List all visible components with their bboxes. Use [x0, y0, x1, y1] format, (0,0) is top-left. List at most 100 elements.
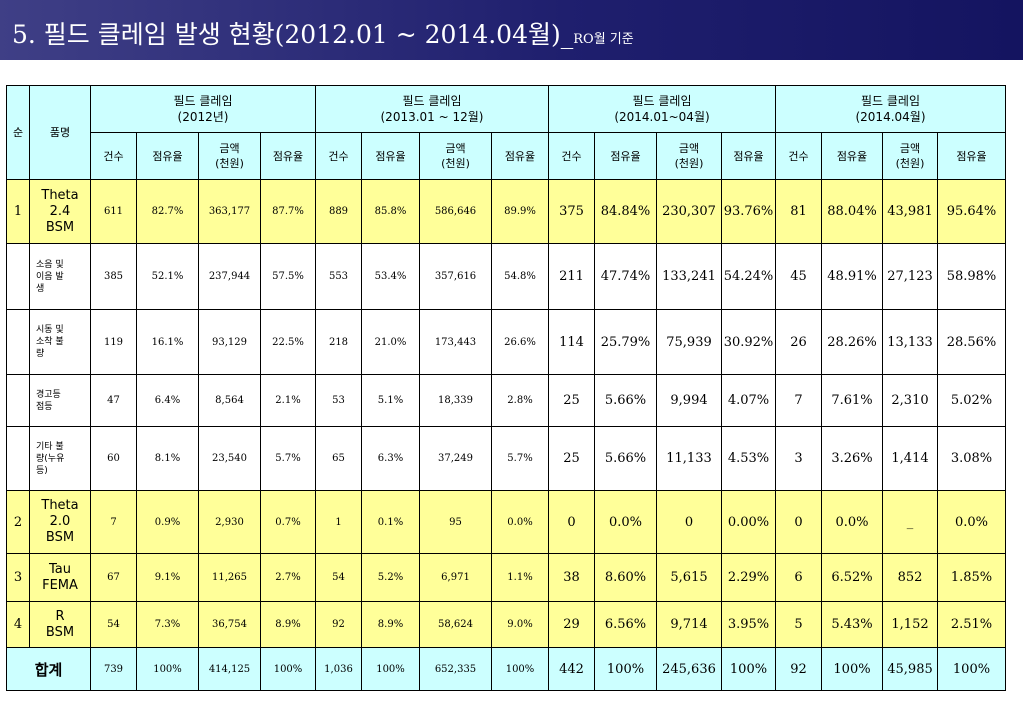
- total-count: 739: [90, 647, 137, 691]
- header-no: 순: [6, 85, 30, 180]
- total-amount: 414,125: [198, 647, 261, 691]
- claim-table: 순 품명 필드 클레임 (2012년) 필드 클레임 (2013.01 ~ 12월)…: [6, 85, 1006, 691]
- cell-amount-share: 87.7%: [260, 179, 316, 244]
- total-share: 100%: [136, 647, 199, 691]
- total-amount-share: 100%: [491, 647, 549, 691]
- subheader-share: 점유율: [594, 132, 657, 180]
- cell-share: 88.04%: [821, 179, 883, 244]
- cell-amount: 8,564: [198, 374, 261, 427]
- total-amount-share: 100%: [260, 647, 316, 691]
- cell-amount-share: 57.5%: [260, 243, 316, 310]
- cell-share: 8.1%: [136, 426, 199, 491]
- total-share: 100%: [594, 647, 657, 691]
- cell-count: 81: [775, 179, 822, 244]
- cell-amount: 43,981: [882, 179, 938, 244]
- header-product: 품명: [29, 85, 91, 180]
- subheader-amount: 금액 (천원): [419, 132, 492, 180]
- row-number: [6, 309, 30, 375]
- cell-count: 5: [775, 601, 822, 648]
- cell-share: 7.3%: [136, 601, 199, 648]
- total-share: 100%: [821, 647, 883, 691]
- cell-amount: 9,994: [656, 374, 722, 427]
- cell-amount: 363,177: [198, 179, 261, 244]
- cell-share: 21.0%: [361, 309, 420, 375]
- cell-amount-share: 8.9%: [260, 601, 316, 648]
- page-subtitle: RO월 기준: [573, 32, 634, 47]
- cell-amount-share: 0.0%: [937, 490, 1006, 554]
- cell-amount: 36,754: [198, 601, 261, 648]
- cell-amount: 2,310: [882, 374, 938, 427]
- cell-share: 9.1%: [136, 553, 199, 602]
- cell-share: 8.60%: [594, 553, 657, 602]
- cell-amount: 237,944: [198, 243, 261, 310]
- cell-amount: 1,152: [882, 601, 938, 648]
- product-name: R BSM: [29, 601, 91, 648]
- cell-amount-share: 3.08%: [937, 426, 1006, 491]
- cell-count: 114: [548, 309, 595, 375]
- subheader-share: 점유율: [937, 132, 1006, 180]
- row-number: 3: [6, 553, 30, 602]
- defect-category: 경고등 점등: [29, 374, 91, 427]
- cell-count: 25: [548, 426, 595, 491]
- cell-amount-share: 9.0%: [491, 601, 549, 648]
- cell-amount: 0: [656, 490, 722, 554]
- subheader-count: 건수: [775, 132, 822, 180]
- cell-share: 0.0%: [594, 490, 657, 554]
- cell-count: 889: [315, 179, 362, 244]
- title-bar: 5. 필드 클레임 발생 현황(2012.01 ~ 2014.04월)_RO월 …: [0, 0, 1023, 60]
- table-row: 2 Theta 2.0 BSM 7 0.9% 2,930 0.7% 1 0.1% 95 0.0% 0 0.…: [6, 490, 1006, 554]
- row-number: [6, 426, 30, 491]
- subheader-amount: 금액 (천원): [882, 132, 938, 180]
- cell-count: 7: [775, 374, 822, 427]
- cell-amount-share: 95.64%: [937, 179, 1006, 244]
- cell-share: 6.56%: [594, 601, 657, 648]
- cell-amount-share: 2.1%: [260, 374, 316, 427]
- table-row: 경고등 점등 47 6.4% 8,564 2.1% 53 5.1% 18,339 2.8% 25 5.…: [6, 374, 1006, 427]
- total-share: 100%: [361, 647, 420, 691]
- cell-count: 1: [315, 490, 362, 554]
- cell-count: 92: [315, 601, 362, 648]
- total-count: 92: [775, 647, 822, 691]
- total-amount: 245,636: [656, 647, 722, 691]
- subheader-count: 건수: [90, 132, 137, 180]
- product-name: Theta 2.4 BSM: [29, 179, 91, 244]
- cell-amount: 133,241: [656, 243, 722, 310]
- cell-share: 0.0%: [821, 490, 883, 554]
- cell-count: 67: [90, 553, 137, 602]
- cell-amount-share: 2.8%: [491, 374, 549, 427]
- cell-amount-share: 54.24%: [721, 243, 776, 310]
- table-row: 소음 및 이음 발 생 385 52.1% 237,944 57.5% 553 53.4% 357…: [6, 243, 1006, 310]
- cell-share: 6.52%: [821, 553, 883, 602]
- total-row: 합계 739 100% 414,125 100% 1,036 100% 652,335 100%…: [6, 647, 1006, 691]
- total-amount-share: 100%: [937, 647, 1006, 691]
- cell-count: 45: [775, 243, 822, 310]
- cell-amount-share: 0.0%: [491, 490, 549, 554]
- cell-count: 218: [315, 309, 362, 375]
- cell-amount-share: 22.5%: [260, 309, 316, 375]
- product-name: Theta 2.0 BSM: [29, 490, 91, 554]
- cell-amount-share: 58.98%: [937, 243, 1006, 310]
- header-group-2012: 필드 클레임 (2012년): [90, 85, 316, 133]
- cell-amount-share: 89.9%: [491, 179, 549, 244]
- cell-count: 553: [315, 243, 362, 310]
- cell-share: 5.66%: [594, 426, 657, 491]
- cell-amount: 6,971: [419, 553, 492, 602]
- cell-share: 0.9%: [136, 490, 199, 554]
- cell-amount-share: 26.6%: [491, 309, 549, 375]
- cell-amount-share: 2.7%: [260, 553, 316, 602]
- cell-amount: 357,616: [419, 243, 492, 310]
- total-count: 442: [548, 647, 595, 691]
- cell-count: 0: [775, 490, 822, 554]
- cell-count: 53: [315, 374, 362, 427]
- total-count: 1,036: [315, 647, 362, 691]
- cell-share: 7.61%: [821, 374, 883, 427]
- cell-count: 3: [775, 426, 822, 491]
- cell-amount: 9,714: [656, 601, 722, 648]
- cell-amount: 58,624: [419, 601, 492, 648]
- subheader-share: 점유율: [491, 132, 549, 180]
- cell-share: 84.84%: [594, 179, 657, 244]
- cell-share: 5.43%: [821, 601, 883, 648]
- row-number: 1: [6, 179, 30, 244]
